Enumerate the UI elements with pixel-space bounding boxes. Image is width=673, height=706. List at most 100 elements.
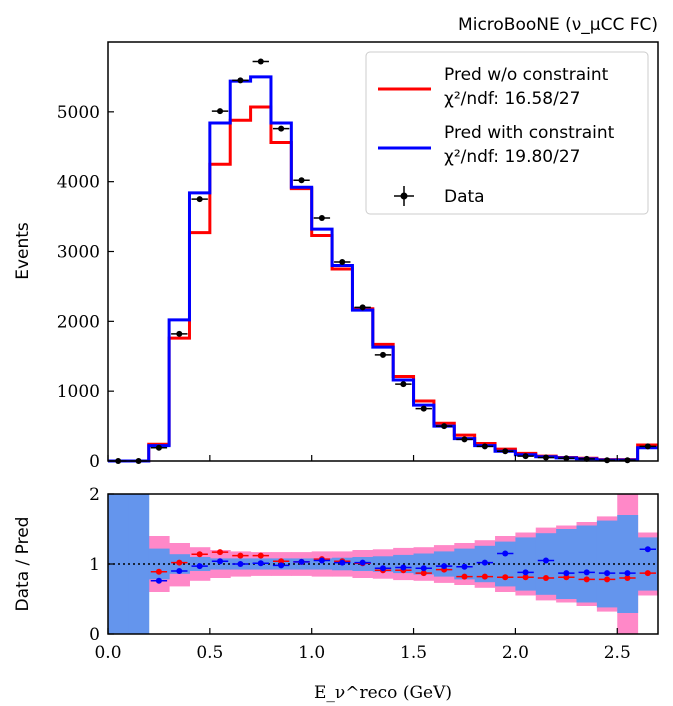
ratio-point [211, 549, 229, 556]
legend-stat-pred-with-constraint: χ²/ndf: 19.80/27 [444, 147, 580, 167]
ratio-point [639, 546, 656, 553]
ratio-point [334, 559, 351, 566]
data-point [517, 453, 534, 460]
ratio-point [598, 576, 616, 583]
ratio-point [374, 565, 392, 572]
x-tick-label: 2.0 [502, 643, 529, 663]
ratio-point [415, 565, 432, 572]
x-tick-label: 2.5 [604, 643, 631, 663]
ratio-point [211, 558, 229, 565]
ratio-point [252, 552, 269, 559]
ratio-point [497, 550, 514, 557]
ratio-point [252, 560, 269, 567]
ratio-point [150, 568, 168, 575]
ratio-point [456, 563, 473, 570]
ratio-point [476, 559, 494, 566]
data-point [435, 423, 453, 430]
ratio-plot-area [108, 494, 659, 634]
data-point [293, 177, 310, 184]
data-point [537, 454, 555, 461]
data-point [456, 436, 473, 443]
top-y-ticks: 0 1000 2000 3000 4000 5000 [57, 103, 114, 472]
data-point [639, 443, 656, 450]
uncertainty-band-bin [617, 515, 639, 613]
x-tick-label: 0.0 [94, 643, 121, 663]
data-point [558, 455, 575, 462]
x-tick-label: 1.0 [298, 643, 325, 663]
data-point [232, 77, 249, 84]
y-tick-label: 0 [89, 452, 100, 472]
legend-stat-pred-without-constraint: χ²/ndf: 16.58/27 [444, 89, 580, 109]
legend-label-pred-with-constraint: Pred with constraint [444, 123, 615, 143]
ratio-point [191, 563, 208, 570]
ratio-x-ticks: 0.0 0.5 1.0 1.5 2.0 2.5 [94, 628, 631, 663]
uncertainty-band-bin [576, 525, 598, 603]
chart-title: MicroBooNE (ν_μCC FC) [458, 15, 658, 35]
ratio-point [639, 570, 656, 577]
ratio-y-ticks: 0 1 2 [89, 485, 114, 645]
ratio-point [537, 575, 555, 581]
top-x-ticks [107, 455, 618, 461]
top-panel: 0 1000 2000 3000 4000 5000 MicroBooNE (ν_μCC … [13, 15, 659, 472]
ratio-point [232, 552, 249, 559]
ratio-point [232, 561, 249, 567]
ratio-y-axis-label: Data / Pred [13, 517, 33, 612]
uncertainty-band-bin [535, 533, 557, 595]
data-point [415, 405, 432, 412]
y-tick-label: 2000 [57, 312, 100, 332]
data-point [252, 58, 269, 65]
ratio-point [191, 551, 208, 558]
ratio-point [150, 577, 168, 584]
data-point [272, 125, 290, 132]
y-tick-label: 4000 [57, 173, 100, 193]
data-point [150, 444, 168, 451]
ratio-point [578, 569, 595, 576]
ratio-point [476, 573, 494, 580]
uncertainty-band-bin [596, 520, 618, 608]
ratio-point [497, 574, 514, 581]
ratio-point [171, 559, 188, 566]
data-point [191, 196, 208, 203]
ratio-point [456, 573, 473, 580]
data-point [476, 443, 494, 450]
legend-label-data: Data [444, 187, 485, 207]
ratio-point [415, 570, 432, 577]
legend: Pred w/o constraint χ²/ndf: 16.58/27 Pre… [365, 51, 649, 215]
uncertainty-band-bin [311, 558, 333, 570]
ratio-point [598, 570, 616, 577]
ratio-point [171, 568, 188, 574]
ratio-point [517, 574, 534, 581]
x-tick-label: 1.5 [400, 643, 427, 663]
ratio-point [517, 569, 534, 576]
legend-label-pred-without-constraint: Pred w/o constraint [444, 65, 609, 85]
y-tick-label: 0 [89, 625, 100, 645]
ratio-point [619, 570, 636, 577]
ratio-point [537, 557, 555, 564]
x-axis-label: E_ν^reco (GeV) [314, 683, 452, 703]
ratio-point [578, 576, 595, 583]
legend-swatch-data-point [394, 186, 414, 206]
data-point [497, 448, 514, 455]
y-tick-label: 2 [89, 485, 100, 505]
data-point [354, 304, 371, 311]
ratio-point [293, 558, 310, 565]
data-point [313, 214, 331, 221]
y-tick-label: 5000 [57, 103, 100, 123]
y-tick-label: 1 [89, 555, 100, 575]
ratio-point [435, 563, 453, 570]
legend-box [365, 51, 649, 215]
x-tick-label: 0.5 [196, 643, 223, 663]
y-tick-label: 3000 [57, 243, 100, 263]
ratio-point [395, 564, 412, 571]
y-tick-label: 1000 [57, 382, 100, 402]
top-y-axis-label: Events [13, 222, 33, 280]
data-point [211, 108, 229, 115]
data-point [374, 351, 392, 358]
ratio-point [272, 562, 290, 569]
ratio-point [313, 557, 331, 564]
bottom-panel: 0 1 2 0.0 0.5 1.0 1.5 2.0 2.5 Data / Pred E_ν^r… [13, 485, 659, 703]
ratio-point [354, 559, 371, 566]
ratio-point [558, 570, 575, 577]
data-point [395, 381, 412, 388]
